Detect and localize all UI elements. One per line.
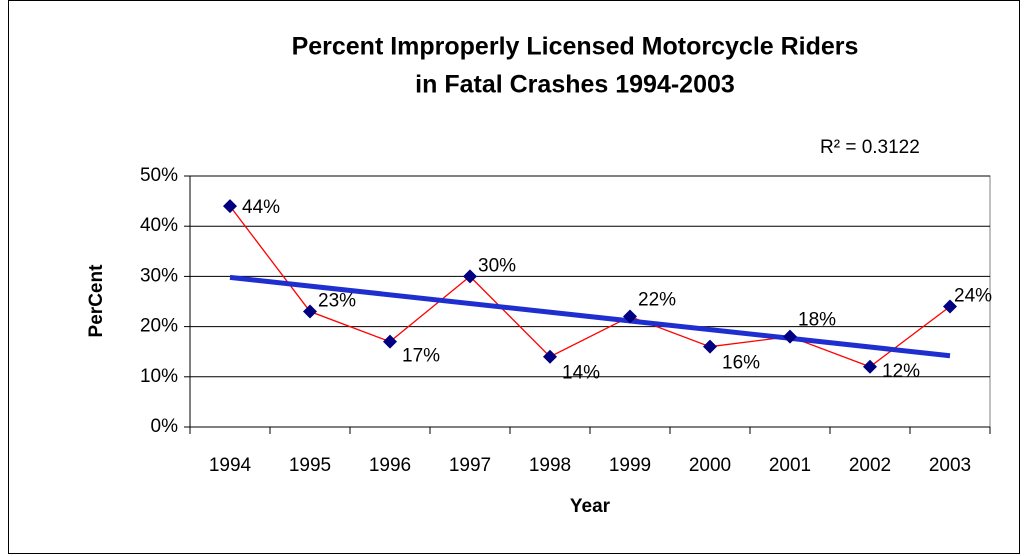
data-label: 24% bbox=[954, 286, 992, 307]
data-label: 12% bbox=[882, 361, 920, 382]
x-tick-label: 1995 bbox=[289, 455, 331, 476]
data-label: 23% bbox=[318, 291, 356, 312]
x-tick-label: 2001 bbox=[769, 455, 811, 476]
data-label: 14% bbox=[562, 363, 600, 384]
marker bbox=[303, 304, 317, 319]
marker bbox=[543, 349, 557, 364]
x-tick-label: 1998 bbox=[529, 455, 571, 476]
marker bbox=[463, 269, 477, 284]
data-label: 17% bbox=[402, 346, 440, 367]
marker bbox=[863, 359, 877, 374]
marker bbox=[623, 309, 637, 324]
chart-title: in Fatal Crashes 1994-2003 bbox=[415, 71, 735, 99]
marker bbox=[943, 299, 957, 314]
x-tick-label: 1996 bbox=[369, 455, 411, 476]
plot-area bbox=[189, 175, 991, 428]
marker bbox=[783, 329, 797, 344]
y-tick-label: 20% bbox=[140, 316, 178, 337]
marker bbox=[223, 199, 237, 214]
trend-line bbox=[229, 274, 951, 359]
marker bbox=[383, 334, 397, 349]
y-tick-label: 10% bbox=[140, 366, 178, 387]
data-label: 44% bbox=[242, 197, 280, 218]
y-axis-title: PerCent bbox=[86, 264, 107, 338]
chart-title: Percent Improperly Licensed Motorcycle R… bbox=[292, 33, 859, 61]
data-label: 30% bbox=[478, 255, 516, 276]
data-label: 22% bbox=[638, 290, 676, 311]
annotation: R² = 0.3122 bbox=[820, 137, 920, 158]
y-tick-label: 30% bbox=[140, 265, 178, 286]
x-tick-label: 1994 bbox=[209, 455, 252, 476]
x-tick-label: 1999 bbox=[609, 455, 651, 476]
x-tick-label: 2000 bbox=[689, 455, 731, 476]
data-line bbox=[229, 205, 951, 368]
y-tick-label: 40% bbox=[140, 215, 178, 236]
data-label: 18% bbox=[798, 310, 836, 331]
marker bbox=[703, 339, 717, 354]
y-tick-label: 50% bbox=[140, 165, 178, 186]
data-label: 16% bbox=[722, 353, 760, 374]
x-tick-label: 2003 bbox=[929, 455, 971, 476]
y-tick-label: 0% bbox=[151, 416, 179, 437]
x-axis-title: Year bbox=[570, 496, 611, 517]
x-tick-label: 2002 bbox=[849, 455, 891, 476]
x-tick-label: 1997 bbox=[449, 455, 491, 476]
